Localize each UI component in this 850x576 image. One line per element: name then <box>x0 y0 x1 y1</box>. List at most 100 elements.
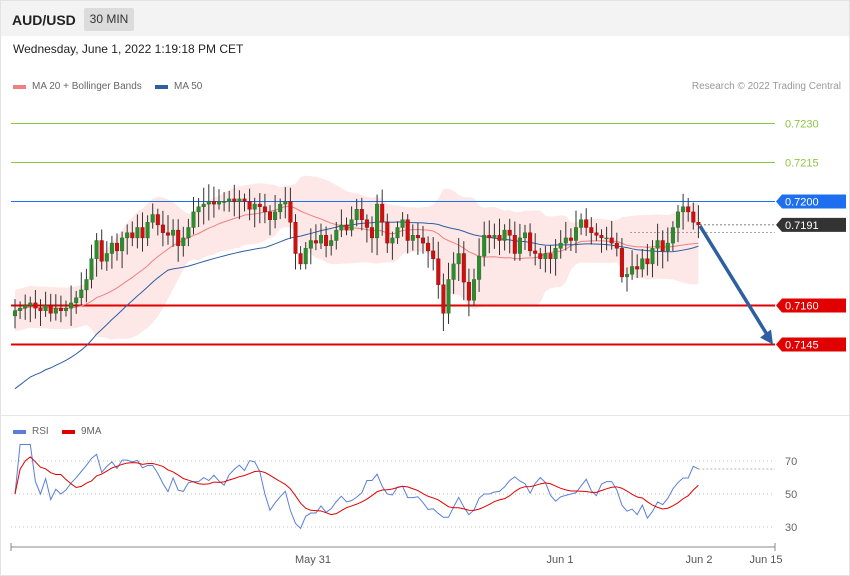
candle-body <box>461 253 466 283</box>
candle <box>247 188 252 221</box>
candle <box>645 243 650 276</box>
rsi-9ma-line <box>14 456 699 516</box>
candle <box>451 252 456 294</box>
candle-body <box>288 201 293 223</box>
candle <box>456 238 461 281</box>
candle-body <box>308 240 313 249</box>
candle-body <box>548 253 553 259</box>
candle <box>630 250 635 280</box>
copyright-label: Research © 2022 Trading Central <box>691 81 841 92</box>
candle <box>487 220 492 254</box>
candle <box>349 206 354 237</box>
candle <box>579 213 584 235</box>
candle <box>74 290 79 314</box>
candle <box>114 233 119 261</box>
candle <box>242 193 247 212</box>
legend-swatch-rsi <box>13 429 26 434</box>
candle <box>262 193 267 224</box>
candle-body <box>23 305 28 309</box>
candle <box>160 210 165 247</box>
candle-body <box>58 307 63 311</box>
candle <box>497 218 502 256</box>
candle-body <box>69 302 74 309</box>
candle <box>28 296 33 323</box>
candle <box>436 241 441 299</box>
legend-swatch-ma50 <box>155 84 168 89</box>
candle <box>426 236 431 268</box>
candle <box>252 197 257 228</box>
candle <box>283 187 288 219</box>
candle-body <box>579 219 584 228</box>
candle-body <box>237 198 242 202</box>
candle-body <box>497 235 502 241</box>
legend-label-ma20: MA 20 + Bollinger Bands <box>32 81 142 92</box>
legend-ma50: MA 50 <box>155 81 202 92</box>
candle-body <box>206 201 211 205</box>
candle-body <box>395 227 400 239</box>
candle <box>507 218 512 254</box>
candle-body <box>349 219 354 231</box>
candle-body <box>114 242 119 252</box>
level-label-0.7230: 0.7230 <box>785 119 819 131</box>
candle-body <box>38 307 43 311</box>
candle <box>186 218 191 247</box>
candle <box>584 208 589 236</box>
candle <box>650 240 655 278</box>
candle-body <box>558 242 563 249</box>
candle <box>477 238 482 292</box>
candle <box>48 293 53 322</box>
candle-body <box>354 209 359 220</box>
candle-body <box>150 214 155 223</box>
candle-body <box>380 203 385 223</box>
candle-body <box>79 289 84 298</box>
rsi-tick-label: 50 <box>785 489 797 501</box>
candle <box>375 194 380 256</box>
candle <box>574 210 579 254</box>
candle <box>135 214 140 249</box>
candle-body <box>696 222 701 226</box>
level-label-0.7200: 0.7200 <box>785 197 819 209</box>
candle <box>104 241 109 271</box>
candle-body <box>53 307 58 314</box>
candle-body <box>94 240 99 259</box>
candle-body <box>676 211 681 228</box>
candle <box>421 225 426 254</box>
candle <box>553 239 558 276</box>
x-tick-label: Jun 2 <box>686 554 713 566</box>
candle-body <box>120 237 125 252</box>
candle <box>568 228 573 252</box>
timeframe-badge[interactable]: 30 MIN <box>84 8 134 31</box>
candle <box>538 247 543 269</box>
candle-body <box>390 237 395 244</box>
candle-body <box>191 211 196 228</box>
candle-body <box>334 229 339 241</box>
candle <box>268 205 273 236</box>
candle-body <box>329 240 334 246</box>
legend-label-ma50: MA 50 <box>174 81 203 92</box>
candle-body <box>553 248 558 259</box>
candle-body <box>222 201 227 203</box>
candle-body <box>344 224 349 231</box>
candle-body <box>686 206 691 213</box>
legend-label-rsi: RSI <box>32 426 49 437</box>
x-tick-label: May 31 <box>295 554 331 566</box>
candle <box>466 268 471 317</box>
candle-body <box>385 222 390 244</box>
candle <box>69 285 74 326</box>
candle <box>43 291 48 317</box>
candle <box>625 267 630 292</box>
legend-swatch-9ma <box>62 429 75 434</box>
candle-body <box>451 263 456 280</box>
candle-body <box>640 258 645 270</box>
candle-body <box>482 235 487 257</box>
datetime-label: Wednesday, June 1, 2022 1:19:18 PM CET <box>13 42 244 56</box>
candle <box>415 223 420 255</box>
candle-body <box>135 227 140 239</box>
candle-body <box>181 237 186 246</box>
candle <box>395 221 400 244</box>
candle-body <box>130 232 135 239</box>
candle-body <box>186 227 191 239</box>
candle <box>385 213 390 253</box>
candle <box>298 246 303 270</box>
candle <box>334 221 339 250</box>
